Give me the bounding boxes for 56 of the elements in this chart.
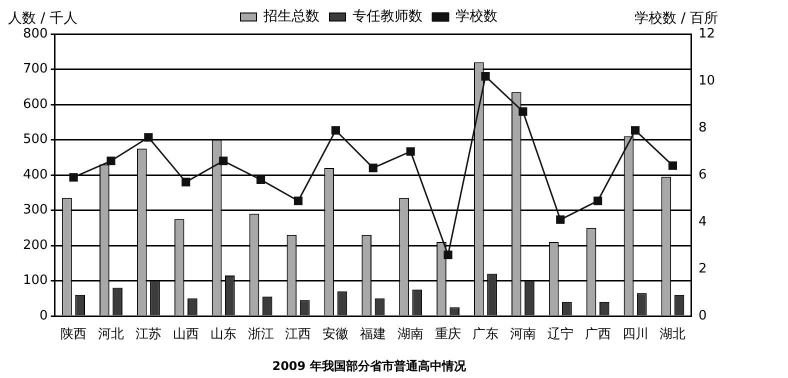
y-tick-label: 0 — [40, 308, 48, 324]
y-tick-label: 200 — [22, 238, 48, 253]
point — [294, 196, 303, 206]
point — [219, 156, 228, 166]
y2-tick-label: 10 — [698, 73, 716, 88]
x-tick-label: 山东 — [210, 327, 236, 342]
legend-label: 专任教师数 — [352, 8, 422, 25]
x-tick-label: 湖北 — [660, 327, 686, 342]
x-tick-label: 江西 — [285, 327, 312, 342]
point — [631, 126, 640, 135]
legend-label: 学校数 — [456, 8, 498, 25]
point — [69, 173, 78, 182]
point — [518, 107, 528, 116]
point — [331, 126, 340, 135]
x-tick-label: 安徽 — [322, 326, 349, 342]
y-tick-label: 100 — [22, 273, 48, 288]
text: 2009 年我国部分省市普通高中情况 — [272, 358, 467, 373]
y2-tick-label: 4 — [698, 214, 707, 230]
y-tick-label: 700 — [22, 62, 48, 77]
x-tick-label: 辽宁 — [547, 326, 574, 342]
x-tick-label: 广西 — [584, 327, 611, 342]
point — [556, 215, 565, 224]
x-tick-label: 广东 — [472, 327, 498, 342]
x-tick-label: 河北 — [98, 327, 124, 342]
x-tick-label: 陕西 — [60, 327, 87, 342]
y2-tick-label: 8 — [698, 120, 707, 136]
point — [668, 161, 678, 170]
x-tick-label: 四川 — [622, 327, 648, 342]
x-tick-label: 河南 — [510, 327, 536, 342]
point — [144, 133, 153, 142]
y-tick-label: 500 — [22, 132, 48, 148]
y-tick-label: 800 — [22, 26, 48, 42]
x-tick-label: 浙江 — [248, 327, 274, 342]
x-tick-label: 福建 — [360, 327, 386, 342]
point — [594, 196, 602, 206]
point — [256, 175, 266, 184]
y-axis-title: 人数 / 千人 — [8, 10, 78, 27]
y-tick-label: 300 — [22, 202, 48, 218]
legend-label: 招生总数 — [262, 8, 320, 25]
point — [406, 147, 415, 156]
y2-tick-label: 12 — [698, 26, 716, 42]
y2-tick-label: 2 — [698, 261, 707, 276]
y-tick-label: 600 — [22, 96, 48, 112]
point — [182, 178, 190, 186]
x-tick-label: 重庆 — [435, 327, 462, 342]
point — [444, 250, 452, 260]
y2-axis-title: 学校数 / 百所 — [634, 10, 718, 27]
y-tick-label: 400 — [22, 167, 48, 182]
y2-tick-label: 0 — [698, 308, 707, 324]
x-tick-label: 湖南 — [398, 327, 424, 342]
point — [106, 156, 116, 166]
y2-tick-label: 6 — [698, 167, 707, 182]
point — [481, 72, 490, 81]
x-tick-label: 江苏 — [135, 327, 162, 342]
point — [368, 164, 378, 172]
x-tick-label: 山西 — [172, 327, 199, 342]
